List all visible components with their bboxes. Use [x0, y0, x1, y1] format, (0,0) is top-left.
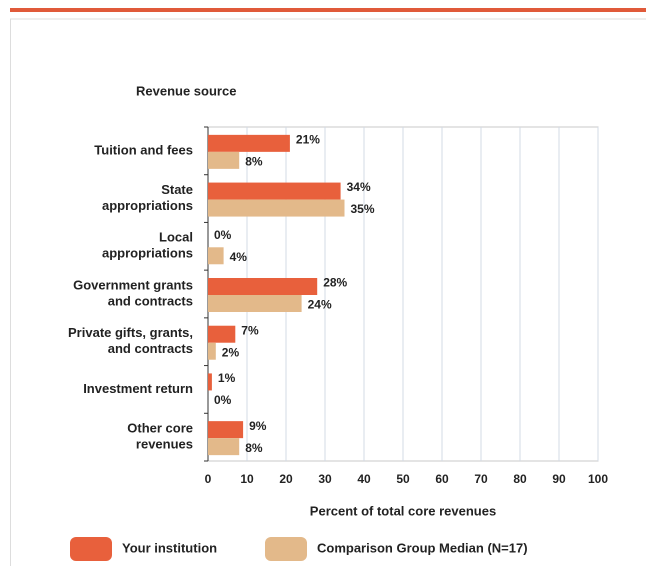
category-label: Local	[159, 230, 193, 245]
top-bar	[10, 8, 646, 12]
value-label: 8%	[245, 155, 263, 169]
bar	[208, 151, 240, 169]
value-label: 7%	[241, 323, 259, 337]
value-label: 8%	[245, 441, 263, 455]
value-label: 24%	[308, 298, 332, 312]
bar	[208, 295, 302, 312]
value-label: 35%	[351, 202, 375, 216]
category-label: Investment return	[83, 381, 193, 396]
x-tick-label: 40	[357, 472, 371, 486]
x-tick-label: 20	[279, 472, 293, 486]
bar	[208, 199, 345, 217]
x-tick-label: 10	[240, 472, 254, 486]
category-label: and contracts	[108, 341, 193, 356]
bar	[208, 342, 216, 360]
value-label: 28%	[323, 276, 347, 290]
legend-label: Your institution	[122, 540, 217, 555]
category-label: appropriations	[102, 198, 193, 213]
x-tick-label: 70	[474, 472, 488, 486]
value-label: 4%	[230, 250, 248, 264]
bar	[208, 325, 236, 343]
x-tick-label: 0	[205, 472, 212, 486]
value-label: 0%	[214, 393, 232, 407]
bar	[208, 438, 240, 456]
legend-swatch	[70, 537, 112, 561]
category-label: and contracts	[108, 293, 193, 308]
x-tick-label: 50	[396, 472, 410, 486]
category-label: Government grants	[73, 277, 193, 292]
bar	[208, 134, 290, 152]
x-tick-label: 100	[588, 472, 608, 486]
value-label: 2%	[222, 345, 240, 359]
category-label: revenues	[136, 437, 193, 452]
category-label: Private gifts, grants,	[68, 325, 193, 340]
category-label: Tuition and fees	[94, 142, 193, 157]
x-axis-title: Percent of total core revenues	[310, 503, 496, 518]
value-label: 9%	[249, 419, 267, 433]
x-tick-label: 90	[552, 472, 566, 486]
x-tick-label: 30	[318, 472, 332, 486]
legend-label: Comparison Group Median (N=17)	[317, 540, 528, 555]
value-label: 1%	[218, 371, 236, 385]
y-axis-title: Revenue source	[136, 83, 236, 98]
x-tick-label: 80	[513, 472, 527, 486]
value-label: 34%	[347, 180, 371, 194]
x-tick-label: 60	[435, 472, 449, 486]
category-label: appropriations	[102, 246, 193, 261]
legend-swatch	[265, 537, 307, 561]
bar	[208, 373, 212, 391]
bar	[208, 421, 244, 439]
category-label: Other core	[127, 421, 193, 436]
value-label: 0%	[214, 228, 232, 242]
bar	[208, 182, 341, 200]
bar	[208, 247, 224, 265]
category-label: State	[161, 182, 193, 197]
value-label: 21%	[296, 133, 320, 147]
bar	[208, 278, 318, 295]
